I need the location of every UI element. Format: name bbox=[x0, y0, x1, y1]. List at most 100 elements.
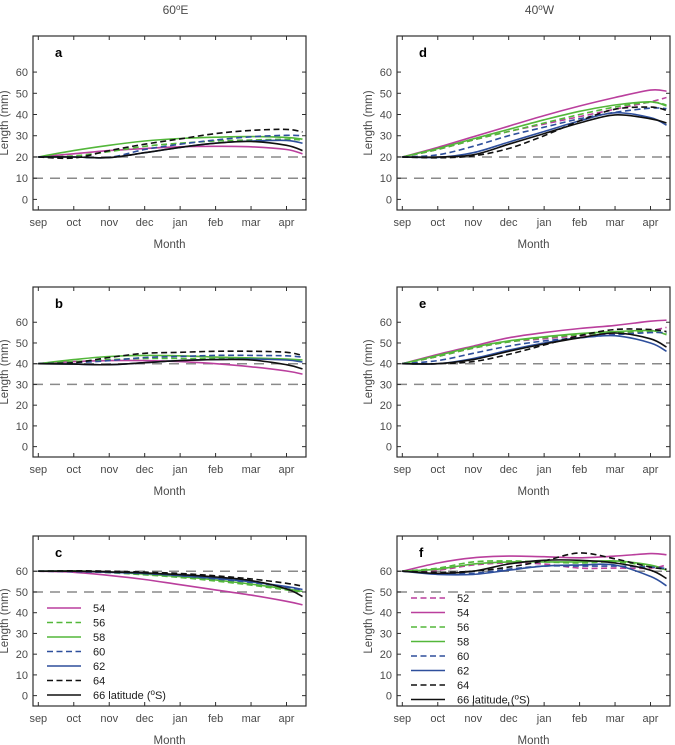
panel-d-series-group bbox=[402, 88, 667, 159]
column-title-left: 60oE bbox=[163, 3, 189, 17]
panel-f-letter: f bbox=[419, 545, 424, 560]
panel-d-xticklabel-sep: sep bbox=[393, 217, 411, 229]
panel-a-yticklabel-30: 30 bbox=[16, 131, 28, 143]
panel-d-xticklabel-jan: jan bbox=[536, 217, 552, 229]
panel-b-xticklabel-jan: jan bbox=[172, 464, 188, 476]
panel-e-xticklabel-jan: jan bbox=[536, 464, 552, 476]
legend-label-54: 54 bbox=[93, 603, 105, 615]
panel-f-series-group bbox=[402, 552, 667, 587]
panel-e-yticklabel-60: 60 bbox=[380, 317, 392, 329]
panel-f-xticklabel-dec: dec bbox=[500, 713, 518, 725]
panel-d-series-56 bbox=[402, 101, 667, 158]
panel-d-yticklabel-10: 10 bbox=[380, 173, 392, 185]
panel-f-yticklabel-50: 50 bbox=[380, 587, 392, 599]
panel-f-yticklabel-60: 60 bbox=[380, 566, 392, 578]
legend-label-62: 62 bbox=[93, 661, 105, 673]
panel-f-series-66 bbox=[402, 559, 667, 580]
legend-label-62: 62 bbox=[457, 666, 469, 678]
panel-b-yticklabel-0: 0 bbox=[22, 442, 28, 454]
panel-a-yticklabel-10: 10 bbox=[16, 173, 28, 185]
panel-b-yticklabel-30: 30 bbox=[16, 379, 28, 391]
panel-e-xlabel: Month bbox=[518, 486, 550, 498]
panel-c-frame bbox=[32, 535, 307, 707]
panel-f-xticklabel-jan: jan bbox=[536, 713, 552, 725]
legend-label-52: 52 bbox=[457, 593, 469, 605]
panel-e-series-64 bbox=[402, 328, 667, 365]
panel-f-xticklabel-oct: oct bbox=[430, 713, 445, 725]
panel-d-frame bbox=[396, 35, 671, 211]
panel-f-yticklabel-30: 30 bbox=[380, 628, 392, 640]
panel-a-series-group bbox=[38, 128, 303, 160]
panel-a-letter: a bbox=[55, 45, 63, 60]
panel-b-yticklabel-10: 10 bbox=[16, 421, 28, 433]
panel-e-frame bbox=[396, 286, 671, 458]
legend-label-60: 60 bbox=[93, 647, 105, 659]
panel-b-series-60 bbox=[38, 354, 303, 365]
panel-b-xticklabel-dec: dec bbox=[136, 464, 154, 476]
panel-a-yticklabel-40: 40 bbox=[16, 110, 28, 122]
panel-f-xticklabel-sep: sep bbox=[393, 713, 411, 725]
panel-c-xticklabel-mar: mar bbox=[242, 713, 261, 725]
panel-e-series-66 bbox=[402, 332, 667, 365]
panel-b-series-58 bbox=[38, 354, 303, 365]
panel-e-series-58 bbox=[402, 329, 667, 365]
panel-b-xlabel: Month bbox=[154, 486, 186, 498]
panel-b-frame bbox=[32, 286, 307, 458]
legend-label-56: 56 bbox=[93, 618, 105, 630]
panel-f-series-54 bbox=[402, 552, 667, 572]
panel-a-yticklabel-50: 50 bbox=[16, 88, 28, 100]
panel-e-letter: e bbox=[419, 296, 426, 311]
panel-d-letter: d bbox=[419, 45, 427, 60]
legend-label-58: 58 bbox=[457, 637, 469, 649]
panel-f-yticklabel-40: 40 bbox=[380, 608, 392, 620]
panel-a-xticklabel-dec: dec bbox=[136, 217, 154, 229]
panel-e-series-56 bbox=[402, 330, 667, 365]
panel-a-series-64 bbox=[38, 128, 303, 160]
panel-f-yticklabel-10: 10 bbox=[380, 670, 392, 682]
panel-e-yticklabel-50: 50 bbox=[380, 338, 392, 350]
panel-c-letter: c bbox=[55, 545, 62, 560]
panel-a-yticklabel-60: 60 bbox=[16, 67, 28, 79]
panel-b-series-group bbox=[38, 350, 303, 375]
panel-f-yticklabel-0: 0 bbox=[386, 691, 392, 703]
panel-d-xlabel: Month bbox=[518, 239, 550, 251]
panel-e-series-60 bbox=[402, 331, 667, 365]
legend-label-66: 66 latitude (oS) bbox=[93, 688, 166, 702]
panel-a-yticklabel-0: 0 bbox=[22, 194, 28, 206]
panel-e-ticks bbox=[397, 287, 670, 457]
panel-f-ylabel: Length (mm) bbox=[363, 588, 375, 653]
legend-label-64: 64 bbox=[457, 680, 469, 692]
panel-c-series-54 bbox=[38, 570, 303, 606]
panel-c-series-group bbox=[38, 569, 303, 606]
panel-d-series-66 bbox=[402, 114, 667, 158]
panel-d-xticklabel-dec: dec bbox=[500, 217, 518, 229]
panel-a-xticklabel-feb: feb bbox=[208, 217, 223, 229]
panel-b-ticks bbox=[33, 287, 306, 457]
panel-a-xticklabel-mar: mar bbox=[242, 217, 261, 229]
panel-c: sep oct nov dec jan feb mar apr 0 10 20 30 40 50 60 Mon… bbox=[0, 535, 307, 745]
panel-b-yticklabel-50: 50 bbox=[16, 338, 28, 350]
panel-c-ylabel: Length (mm) bbox=[0, 588, 11, 653]
panel-d-xticklabel-oct: oct bbox=[430, 217, 445, 229]
legend-label-56: 56 bbox=[457, 622, 469, 634]
panel-d-series-54 bbox=[402, 88, 667, 158]
panel-d-xticklabel-mar: mar bbox=[606, 217, 625, 229]
panel-e: sep oct nov dec jan feb mar apr 0 10 20 30 40 50 60 Mon… bbox=[363, 286, 671, 498]
panel-a-ylabel: Length (mm) bbox=[0, 90, 11, 155]
panel-b-xticklabel-sep: sep bbox=[29, 464, 47, 476]
panel-f-series-58 bbox=[402, 559, 667, 572]
panel-e-yticklabel-10: 10 bbox=[380, 421, 392, 433]
panel-c-xticklabel-sep: sep bbox=[29, 713, 47, 725]
panel-f-xticklabel-feb: feb bbox=[572, 713, 587, 725]
panel-d-xticklabel-apr: apr bbox=[643, 217, 659, 229]
panel-a-xlabel: Month bbox=[154, 239, 186, 251]
panel-d-xticklabel-feb: feb bbox=[572, 217, 587, 229]
panel-e-yticklabel-20: 20 bbox=[380, 400, 392, 412]
panel-b-yticklabel-40: 40 bbox=[16, 359, 28, 371]
panel-d-ylabel: Length (mm) bbox=[363, 90, 375, 155]
panel-d-series-60 bbox=[402, 107, 667, 158]
panel-c-yticklabel-40: 40 bbox=[16, 608, 28, 620]
